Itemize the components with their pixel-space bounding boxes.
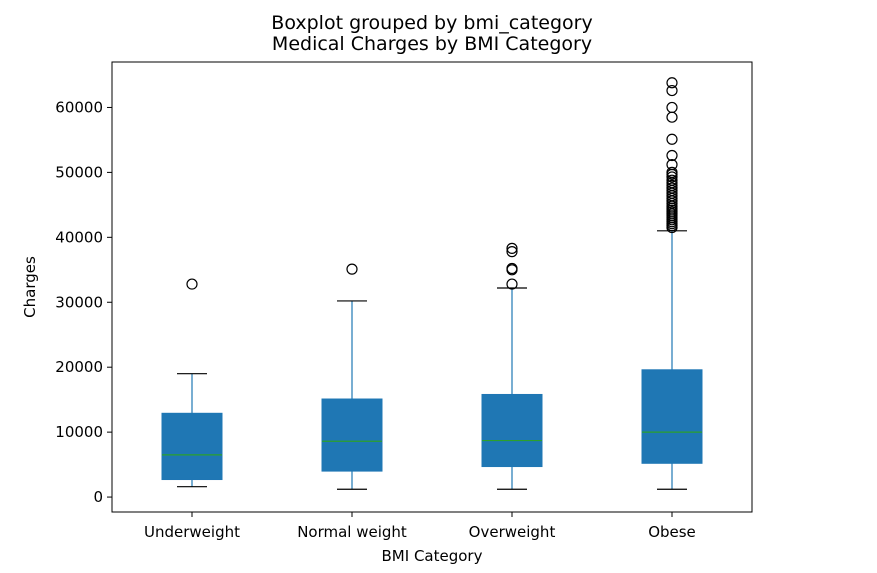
x-axis: Underweight Normal weight Overweight Obese	[144, 512, 696, 541]
outlier-point	[506, 262, 518, 275]
box-group-0	[161, 278, 223, 488]
outlier-point	[346, 263, 358, 275]
box-group-3	[641, 77, 703, 490]
box	[321, 398, 383, 472]
outlier-point	[666, 77, 678, 89]
box-group-1	[321, 263, 383, 490]
outlier-point	[666, 166, 678, 178]
plot-area	[161, 77, 703, 490]
outlier-point	[666, 133, 678, 145]
y-tick-label: 30000	[55, 293, 103, 311]
outlier-point	[666, 174, 678, 186]
x-tick-label: Overweight	[469, 523, 556, 541]
y-axis: 0 10000 20000 30000 40000 50000 60000	[55, 98, 112, 506]
y-tick-label: 0	[93, 488, 103, 506]
x-tick-label: Underweight	[144, 523, 240, 541]
outlier-point	[666, 171, 678, 183]
outlier-point	[186, 278, 198, 290]
outlier-point	[506, 246, 518, 258]
y-tick-label: 40000	[55, 228, 103, 246]
outlier-point	[666, 182, 678, 194]
x-tick-label: Normal weight	[297, 523, 407, 541]
outlier-point	[666, 179, 678, 191]
x-axis-label: BMI Category	[382, 547, 483, 565]
outlier-point	[506, 242, 518, 254]
axes-frame	[111, 61, 753, 513]
box	[481, 393, 543, 468]
outlier-point	[506, 278, 518, 290]
y-tick-label: 20000	[55, 358, 103, 376]
box	[161, 412, 223, 481]
chart-title: Medical Charges by BMI Category	[272, 33, 592, 55]
box	[641, 369, 703, 464]
outlier-point	[666, 149, 678, 162]
outlier-point	[666, 101, 678, 114]
y-tick-label: 50000	[55, 163, 103, 181]
chart-suptitle: Boxplot grouped by bmi_category	[271, 12, 592, 34]
y-tick-label: 60000	[55, 98, 103, 116]
outlier-point	[666, 158, 678, 171]
box-group-2	[481, 242, 543, 490]
x-tick-label: Obese	[648, 523, 696, 541]
y-tick-label: 10000	[55, 423, 103, 441]
y-axis-label: Charges	[21, 256, 39, 318]
outlier-point	[666, 84, 678, 97]
